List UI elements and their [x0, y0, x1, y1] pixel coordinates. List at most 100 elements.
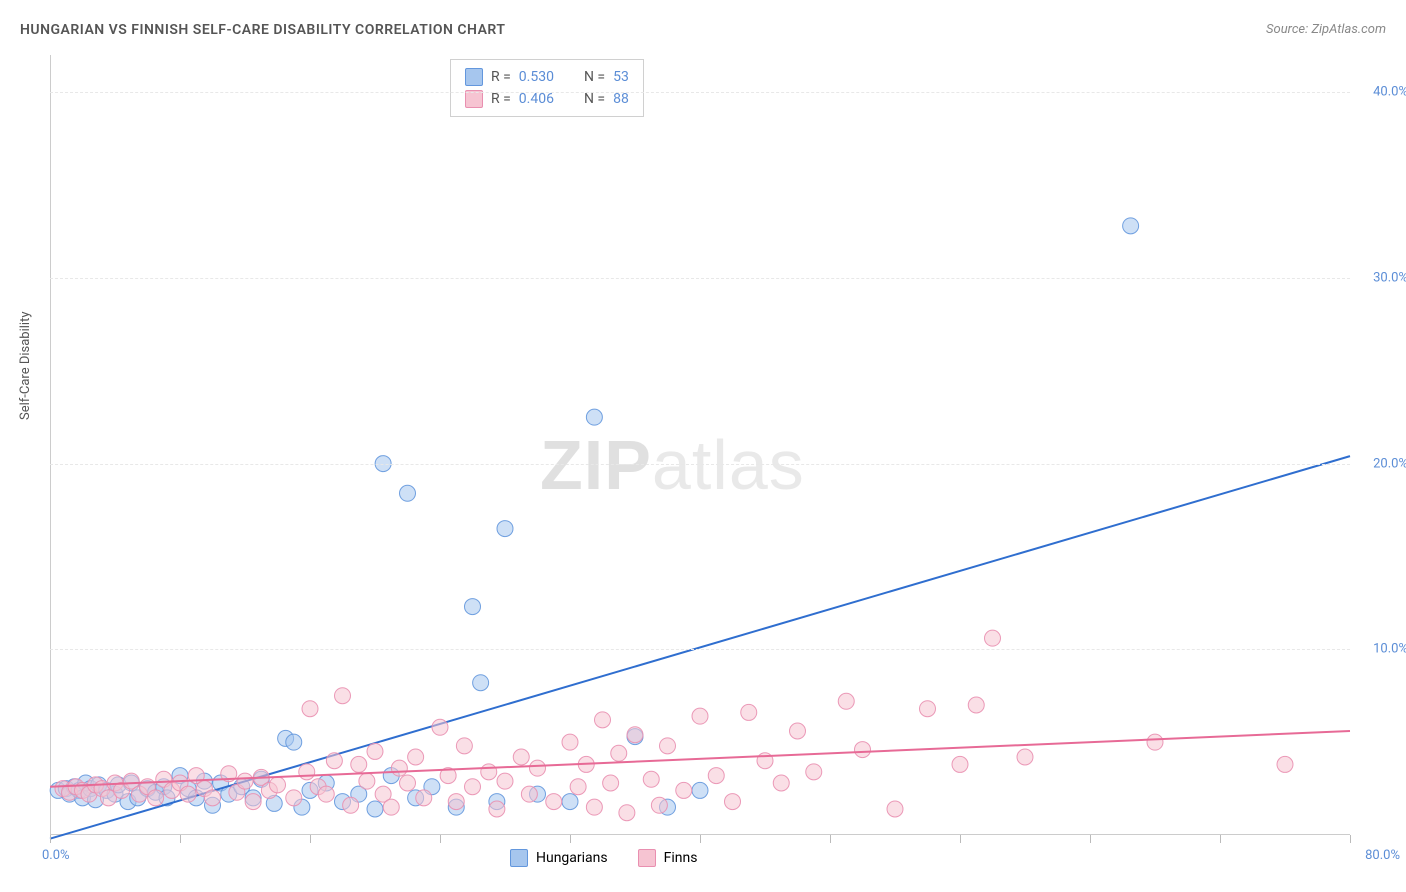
data-point	[855, 742, 871, 758]
data-point	[400, 485, 416, 501]
x-tick	[440, 835, 441, 843]
data-point	[651, 797, 667, 813]
data-point	[326, 753, 342, 769]
x-tick	[960, 835, 961, 843]
chart-title: HUNGARIAN VS FINNISH SELF-CARE DISABILIT…	[20, 22, 505, 38]
data-point	[391, 760, 407, 776]
legend-series-item: Finns	[638, 849, 698, 867]
x-tick	[1220, 835, 1221, 843]
data-point	[741, 704, 757, 720]
y-axis-label: Self-Care Disability	[18, 312, 33, 420]
y-tick-label: 20.0%	[1373, 456, 1406, 471]
data-point	[408, 749, 424, 765]
data-point	[351, 756, 367, 772]
data-point	[367, 801, 383, 817]
data-point	[643, 771, 659, 787]
x-tick	[700, 835, 701, 843]
data-point	[205, 790, 221, 806]
source-value: ZipAtlas.com	[1311, 22, 1386, 37]
data-point	[318, 786, 334, 802]
data-point	[489, 801, 505, 817]
plot-area: ZIPatlas R =0.530N =53R =0.406N =88 0.0%…	[50, 55, 1350, 835]
legend-swatch	[465, 68, 483, 86]
data-point	[302, 701, 318, 717]
data-point	[562, 734, 578, 750]
data-point	[1277, 756, 1293, 772]
data-point	[546, 794, 562, 810]
legend-r-label: R =	[491, 69, 511, 85]
data-point	[1147, 734, 1163, 750]
data-point	[562, 794, 578, 810]
gridline	[50, 464, 1350, 465]
data-point	[237, 773, 253, 789]
data-point	[400, 775, 416, 791]
data-point	[570, 779, 586, 795]
data-point	[725, 794, 741, 810]
legend-swatch	[510, 849, 528, 867]
data-point	[595, 712, 611, 728]
data-point	[773, 775, 789, 791]
data-point	[838, 693, 854, 709]
x-tick	[830, 835, 831, 843]
data-point	[1123, 218, 1139, 234]
data-point	[513, 749, 529, 765]
data-point	[359, 773, 375, 789]
y-tick-label: 40.0%	[1373, 85, 1406, 100]
legend-correlation-box: R =0.530N =53R =0.406N =88	[450, 59, 644, 117]
gridline	[50, 92, 1350, 93]
data-point	[383, 799, 399, 815]
data-point	[660, 738, 676, 754]
data-point	[465, 599, 481, 615]
x-tick	[50, 835, 51, 843]
legend-r-value: 0.406	[519, 91, 554, 107]
data-point	[343, 797, 359, 813]
data-point	[473, 675, 489, 691]
legend-n-label: N =	[584, 91, 605, 107]
y-tick-label: 30.0%	[1373, 270, 1406, 285]
legend-r-label: R =	[491, 91, 511, 107]
legend-series-item: Hungarians	[510, 849, 608, 867]
data-point	[692, 782, 708, 798]
legend-n-value: 53	[613, 69, 629, 85]
data-point	[521, 786, 537, 802]
data-point	[432, 719, 448, 735]
data-point	[1017, 749, 1033, 765]
legend-series-label: Finns	[664, 850, 698, 866]
data-point	[497, 773, 513, 789]
data-point	[497, 521, 513, 537]
trend-line	[50, 731, 1350, 787]
data-point	[611, 745, 627, 761]
data-point	[456, 738, 472, 754]
x-tick	[1350, 835, 1351, 843]
gridline	[50, 278, 1350, 279]
data-point	[299, 764, 315, 780]
scatter-svg	[50, 55, 1350, 835]
data-point	[952, 756, 968, 772]
data-point	[920, 701, 936, 717]
data-point	[603, 775, 619, 791]
data-point	[676, 782, 692, 798]
data-point	[286, 790, 302, 806]
data-point	[367, 743, 383, 759]
data-point	[286, 734, 302, 750]
data-point	[335, 688, 351, 704]
data-point	[790, 723, 806, 739]
data-point	[586, 799, 602, 815]
data-point	[270, 777, 286, 793]
x-max-label: 80.0%	[1365, 848, 1400, 863]
data-point	[619, 805, 635, 821]
x-tick	[180, 835, 181, 843]
legend-swatch	[638, 849, 656, 867]
x-tick	[1090, 835, 1091, 843]
data-point	[708, 768, 724, 784]
data-point	[180, 786, 196, 802]
data-point	[416, 790, 432, 806]
x-tick	[310, 835, 311, 843]
y-tick-label: 10.0%	[1373, 642, 1406, 657]
x-tick	[570, 835, 571, 843]
data-point	[692, 708, 708, 724]
legend-series: Hungarians Finns	[510, 849, 697, 867]
data-point	[586, 409, 602, 425]
x-origin-label: 0.0%	[42, 848, 70, 863]
data-point	[968, 697, 984, 713]
